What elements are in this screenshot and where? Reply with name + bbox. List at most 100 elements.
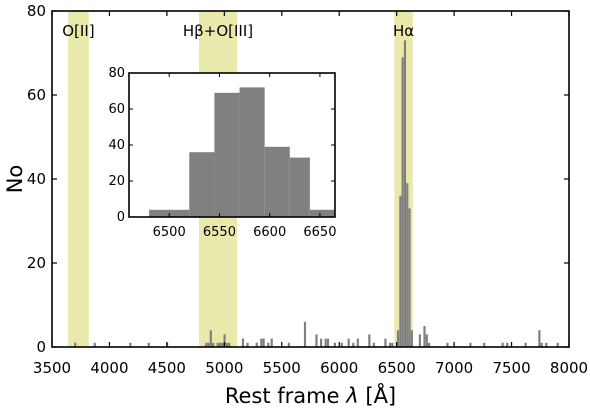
inset-histogram-bars <box>149 87 335 218</box>
inset-ytick-label-2: 40 <box>108 138 125 153</box>
main-xtick-label-0: 3500 <box>33 359 71 377</box>
main-bar-7 <box>209 330 212 347</box>
main-xtick-label-8: 7500 <box>492 359 530 377</box>
main-bar-0 <box>74 342 77 347</box>
main-bar-40 <box>401 57 404 347</box>
inset-ytick-label-4: 80 <box>108 66 125 81</box>
main-bar-57 <box>545 342 548 347</box>
main-bar-29 <box>340 342 343 347</box>
main-bar-31 <box>352 342 355 347</box>
main-xtick-label-6: 6500 <box>378 359 416 377</box>
main-bar-15 <box>241 338 245 347</box>
main-bar-16 <box>246 342 249 347</box>
main-bar-43 <box>408 208 411 347</box>
main-ytick-label-2: 40 <box>27 170 46 188</box>
main-bar-19 <box>262 338 265 347</box>
inset-bar-2 <box>189 152 215 217</box>
main-bar-8 <box>211 342 215 347</box>
inset-histogram: 6500 6550 6600 6650 0 20 40 60 80 <box>108 66 336 240</box>
main-bar-58 <box>556 342 559 347</box>
main-bar-52 <box>501 342 504 347</box>
inset-ytick-label-3: 60 <box>108 102 125 117</box>
main-histogram: O[II] Hβ+O[III] Hα 3500 4000 4500 5000 5500 600… <box>3 2 588 408</box>
main-bar-42 <box>406 183 409 347</box>
main-ytick-label-0: 0 <box>36 338 46 356</box>
inset-bar-7 <box>309 209 335 217</box>
main-bar-50 <box>469 342 472 347</box>
band-label-2: Hα <box>393 22 414 40</box>
y-axis-label: No <box>3 165 27 194</box>
inset-bar-6 <box>289 157 310 217</box>
main-bar-25 <box>319 338 323 347</box>
band-label-0: O[II] <box>62 22 94 40</box>
main-bar-23 <box>303 321 307 347</box>
main-bar-14 <box>228 342 231 347</box>
main-bar-45 <box>418 334 421 347</box>
x-axis-label-unit: [Å] <box>365 382 396 408</box>
inset-xtick-label-0: 6500 <box>153 225 186 240</box>
main-xtick-label-5: 6000 <box>320 359 358 377</box>
main-bar-41 <box>403 40 407 348</box>
inset-y-ticks: 0 20 40 60 80 <box>108 66 335 225</box>
inset-xtick-label-2: 6600 <box>253 225 286 240</box>
main-ytick-label-1: 20 <box>27 254 46 272</box>
main-xtick-label-1: 4000 <box>90 359 128 377</box>
inset-bar-5 <box>264 146 290 217</box>
main-bar-24 <box>315 334 318 347</box>
main-bar-22 <box>287 342 291 347</box>
main-bar-35 <box>384 338 387 347</box>
x-axis-label-symbol: λ <box>345 384 358 408</box>
inset-x-ticks: 6500 6550 6600 6650 <box>153 73 336 240</box>
main-bar-38 <box>396 330 400 347</box>
main-bar-2 <box>129 342 132 347</box>
main-bar-54 <box>524 342 527 347</box>
main-bar-3 <box>147 342 150 347</box>
main-bar-36 <box>388 342 392 347</box>
main-bar-47 <box>425 334 428 347</box>
main-bar-53 <box>506 342 509 347</box>
main-bar-56 <box>540 342 543 347</box>
main-bar-11 <box>221 342 224 347</box>
main-histogram-bars <box>74 40 559 348</box>
main-bar-17 <box>255 342 258 347</box>
main-bar-28 <box>333 342 336 347</box>
main-bar-49 <box>446 342 449 347</box>
main-bar-27 <box>326 338 330 347</box>
main-bar-26 <box>324 338 327 347</box>
main-xtick-label-9: 8000 <box>550 359 588 377</box>
main-y-ticks: 0 20 40 60 80 <box>27 2 569 356</box>
emission-line-bands: O[II] Hβ+O[III] Hα <box>62 11 414 347</box>
main-bar-39 <box>399 195 402 347</box>
main-bar-34 <box>372 342 376 347</box>
inset-xtick-label-1: 6550 <box>203 225 236 240</box>
main-bar-55 <box>538 330 541 347</box>
main-bar-51 <box>483 342 486 347</box>
main-bar-12 <box>223 334 226 347</box>
x-axis-label: Rest frame λ [Å] <box>225 382 396 408</box>
inset-bar-4 <box>239 87 265 218</box>
main-bar-46 <box>423 326 426 347</box>
main-bar-48 <box>427 342 431 347</box>
main-x-ticks: 3500 4000 4500 5000 5500 6000 6500 7000 7500 8000 <box>33 11 588 377</box>
band-label-1: Hβ+O[III] <box>183 22 253 40</box>
inset-bar-3 <box>214 92 240 217</box>
inset-xtick-label-3: 6650 <box>303 225 336 240</box>
main-bar-33 <box>368 334 371 347</box>
main-bar-32 <box>356 338 359 347</box>
main-xtick-label-4: 5500 <box>263 359 301 377</box>
x-axis-label-text: Rest frame <box>225 384 340 408</box>
main-bar-5 <box>205 342 208 347</box>
main-bar-20 <box>267 342 270 347</box>
main-bar-21 <box>270 338 273 347</box>
main-bar-1 <box>93 342 96 347</box>
main-xtick-label-3: 5000 <box>205 359 243 377</box>
main-bar-30 <box>347 338 350 347</box>
main-bar-18 <box>260 338 263 347</box>
main-xtick-label-7: 7000 <box>435 359 473 377</box>
main-bar-44 <box>410 330 413 347</box>
main-ytick-label-4: 80 <box>27 2 46 20</box>
main-bar-37 <box>391 342 394 347</box>
main-bar-9 <box>216 342 219 347</box>
main-bar-13 <box>225 342 228 347</box>
